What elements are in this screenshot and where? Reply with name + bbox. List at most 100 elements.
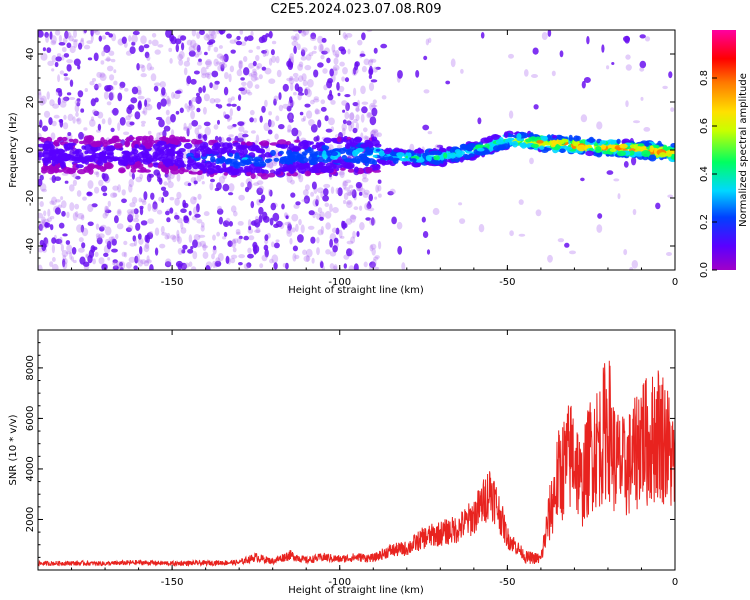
spectrogram-cell	[94, 83, 99, 91]
spectrogram-cell	[143, 44, 150, 49]
spectrogram-cell	[371, 128, 379, 134]
spectrogram-ridge-cell	[134, 144, 140, 149]
spectrogram-cell	[61, 210, 66, 217]
spectrogram-cell	[321, 50, 328, 55]
spectrogram-cell	[106, 101, 112, 106]
spectrogram-cell	[129, 242, 136, 247]
spectrogram-cell	[300, 55, 307, 61]
spectrogram-ridge-cell	[240, 141, 246, 145]
spectrogram-cell	[377, 185, 382, 192]
spectrogram-cell	[426, 249, 431, 255]
spectrogram-cell	[190, 196, 197, 205]
spectrogram-cell	[167, 181, 174, 189]
spectrogram-ridge-cell	[260, 169, 265, 173]
spectrogram-cell	[188, 122, 192, 130]
spectrogram-ridge-cell	[185, 139, 191, 143]
spectrogram-cell	[71, 38, 79, 43]
spectrogram-cell	[63, 114, 67, 120]
spectrogram-cell	[368, 59, 373, 67]
spectrogram-ridge-cell	[68, 155, 75, 161]
spectrogram-ridge-cell	[638, 143, 645, 147]
spectrogram-cell	[297, 92, 305, 96]
spectrogram-cell	[302, 115, 307, 122]
spectrogram-cell	[297, 63, 303, 71]
spectrogram-ridge-cell	[287, 153, 296, 160]
spectrogram-cell	[297, 43, 301, 51]
spectrogram-cell	[99, 226, 105, 232]
spectrogram-cell	[71, 247, 77, 255]
spectrogram-ridge-cell	[455, 152, 463, 158]
spectrogram-cell	[314, 109, 321, 115]
spectrogram-cell	[46, 91, 50, 100]
spectrogram-cell	[151, 39, 159, 47]
spectrogram-cell	[174, 214, 180, 220]
spectrogram-cell	[228, 221, 233, 227]
spectrogram-cell	[273, 242, 280, 249]
spectrogram-ridge-cell	[493, 145, 501, 152]
spectrogram-cell	[254, 215, 259, 223]
spectrogram-cell	[80, 108, 85, 113]
spectrogram-cell	[41, 216, 46, 224]
spectrogram-y-tick-label: 0	[25, 147, 36, 153]
spectrogram-ridge-cell	[343, 158, 353, 163]
colorbar-tick-label: 0.8	[699, 70, 710, 86]
spectrogram-cell	[617, 193, 621, 200]
spectrogram-cell	[331, 44, 336, 53]
spectrogram-cell	[275, 55, 280, 64]
spectrogram-cell	[267, 129, 273, 135]
spectrogram-ridge-cell	[124, 138, 133, 142]
spectrogram-cell	[223, 231, 228, 237]
spectrogram-cell	[287, 221, 292, 227]
spectrogram-cell	[191, 97, 198, 102]
snr-y-ticks: 2000 4000 6000 8000	[25, 329, 675, 571]
spectrogram-cell	[40, 53, 48, 61]
spectrogram-cell	[169, 33, 175, 42]
spectrogram-cell	[160, 225, 165, 234]
spectrogram-cell	[297, 93, 302, 101]
spectrogram-ridge-cell	[334, 164, 343, 169]
spectrogram-ridge-cell	[336, 136, 342, 143]
spectrogram-ridge-cell	[52, 141, 58, 146]
spectrogram-cell	[270, 202, 277, 211]
spectrogram-cell	[232, 247, 237, 253]
spectrogram-ridge-cell	[270, 149, 276, 157]
spectrogram-ridge-cell	[539, 135, 548, 142]
spectrogram-ridge-cell	[670, 143, 675, 148]
spectrogram-ridge-cell	[49, 149, 57, 156]
spectrogram-cell	[271, 55, 277, 63]
spectrogram-cell	[153, 169, 160, 176]
spectrogram-cell	[286, 228, 291, 234]
spectrogram-cell	[533, 104, 539, 110]
spectrogram-ridge-cell	[242, 148, 248, 155]
spectrogram-cell	[289, 113, 293, 123]
spectrogram-cell	[243, 263, 250, 270]
spectrogram-cell	[138, 197, 143, 203]
spectrogram-cell	[54, 176, 62, 181]
spectrogram-cell	[252, 68, 257, 73]
spectrogram-cell	[197, 133, 202, 139]
spectrogram-cell	[655, 202, 661, 210]
spectrogram-cell	[373, 256, 379, 261]
spectrogram-x-tick-label: -50	[499, 277, 515, 288]
spectrogram-cell	[639, 60, 647, 69]
spectrogram-ridge-cell	[59, 161, 65, 168]
spectrogram-cell	[235, 228, 241, 235]
spectrogram-cell	[38, 92, 42, 100]
spectrogram-ridge-cell	[227, 142, 233, 148]
spectrogram-cell	[268, 30, 273, 39]
spectrogram-cell	[361, 101, 369, 105]
spectrogram-cell	[235, 40, 243, 46]
spectrogram-cell	[108, 33, 113, 38]
spectrogram-ridge-cell	[168, 165, 175, 170]
spectrogram-cell	[179, 107, 184, 114]
spectrogram-cell	[317, 35, 324, 44]
spectrogram-cell	[197, 193, 202, 200]
spectrogram-cell	[310, 191, 315, 197]
spectrogram-cell	[188, 45, 196, 53]
spectrogram-cell	[136, 62, 140, 71]
spectrogram-cell	[245, 89, 251, 94]
spectrogram-cell	[213, 98, 221, 103]
spectrogram-y-tick-label: -20	[25, 190, 36, 206]
spectrogram-cell	[49, 215, 55, 220]
spectrogram-cell	[72, 259, 77, 264]
